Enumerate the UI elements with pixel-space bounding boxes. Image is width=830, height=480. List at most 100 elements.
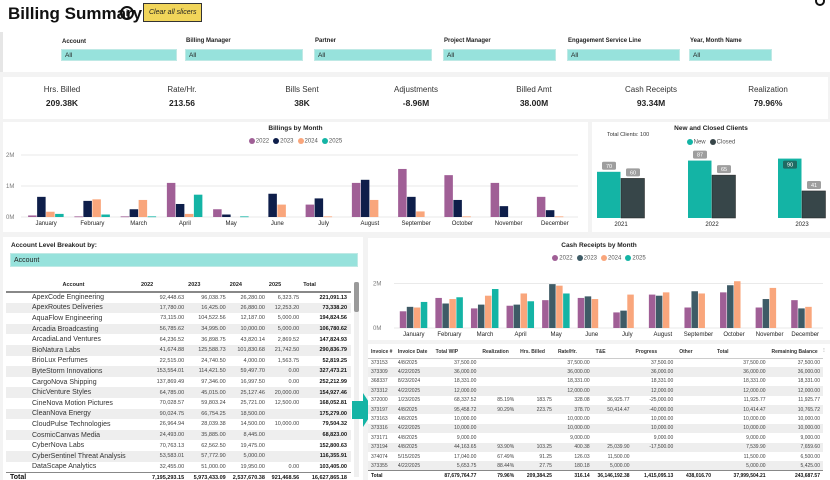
bar-2024-april[interactable]: [520, 293, 528, 328]
bar-2022-march[interactable]: [120, 216, 130, 218]
table-row[interactable]: 368337 8/23/2024 18,331.00 18,331.00 18,331.…: [368, 377, 823, 386]
bar-2024-march[interactable]: [138, 199, 148, 217]
column-header[interactable]: T&E: [592, 346, 633, 359]
bar-new-2022[interactable]: [688, 160, 712, 218]
bar-2025-may[interactable]: [240, 216, 249, 218]
bar-2022-november[interactable]: [755, 307, 763, 328]
table-row[interactable]: 373309 4/22/2025 36,000.00 36,000.00 36,000.…: [368, 367, 823, 377]
legend-item[interactable]: 2024: [601, 255, 621, 262]
table-row[interactable]: Arcadia Broadcasting 56,785.62 34,995.00 10…: [6, 323, 351, 335]
bar-2024-september[interactable]: [416, 211, 425, 217]
bar-2023-november[interactable]: [499, 206, 509, 217]
table-row[interactable]: 374074 5/15/2025 17,040.00 67.49% 91.25 126.0…: [368, 452, 823, 461]
column-header[interactable]: Rate/Hr.: [554, 346, 593, 359]
legend-item[interactable]: 2025: [321, 138, 342, 145]
bar-2024-may[interactable]: [556, 285, 563, 328]
bar-2024-october[interactable]: [734, 281, 741, 328]
table-row[interactable]: CloudPulse Technologies 26,964.94 28,039.3…: [6, 419, 351, 430]
table-row[interactable]: BrioLux Perfumes 22,515.00 24,740.50 4,000.…: [6, 356, 351, 367]
bar-2024-december[interactable]: [554, 216, 564, 218]
bar-2024-august[interactable]: [369, 199, 379, 217]
bar-2025-april[interactable]: [193, 194, 203, 217]
bar-2022-october[interactable]: [720, 292, 727, 328]
column-header[interactable]: Total: [303, 279, 351, 293]
bar-2022-june[interactable]: [577, 297, 585, 328]
bar-new-2021[interactable]: [597, 171, 621, 218]
bar-2022-january[interactable]: [399, 311, 407, 328]
bar-2024-september[interactable]: [698, 293, 705, 328]
clear-slicers-button[interactable]: Clear all slicers: [143, 3, 203, 22]
bar-2024-june[interactable]: [277, 204, 286, 217]
bar-2025-january[interactable]: [420, 301, 428, 328]
table-row[interactable]: CyberSentinel Threat Analysis 53,583.01 57…: [6, 450, 351, 462]
bar-2024-august[interactable]: [662, 292, 670, 328]
bar-2022-may[interactable]: [213, 209, 222, 217]
bar-2022-july[interactable]: [613, 312, 620, 328]
table-row[interactable]: ByteStorm Innovations 153,554.01 114,421.5…: [6, 366, 351, 377]
table-row[interactable]: ChicVenture Styles 64,785.00 45,015.00 25,1…: [6, 387, 351, 398]
table-row[interactable]: CineNova Motion Pictures 70,028.57 59,803.…: [6, 398, 351, 409]
column-header[interactable]: Invoice Date: [394, 346, 433, 359]
legend-item[interactable]: 2022: [248, 138, 269, 145]
bar-2024-july[interactable]: [627, 294, 634, 328]
table-row[interactable]: 373316 4/22/2025 10,000.00 10,000.00 10,000.…: [368, 423, 823, 434]
column-header[interactable]: 2023: [188, 279, 230, 293]
bar-2025-february[interactable]: [101, 214, 110, 217]
table-row[interactable]: CleanNova Energy 90,024.75 66,754.25 18,500…: [6, 408, 351, 420]
bar-2022-august[interactable]: [351, 182, 361, 217]
legend-item[interactable]: Closed: [709, 139, 735, 146]
table-row[interactable]: DataScape Analytics 32,455.00 51,000.00 19,…: [6, 462, 351, 473]
table-row[interactable]: ApexRoutes Deliveries 17,780.00 16,425.00 2…: [6, 302, 351, 314]
slicer-billing-manager[interactable]: All: [185, 49, 303, 61]
bar-2023-may[interactable]: [549, 284, 556, 328]
slicer-partner[interactable]: All: [314, 49, 432, 61]
slicer-service-line[interactable]: All: [567, 49, 680, 61]
bar-2023-july[interactable]: [314, 198, 324, 217]
legend-item[interactable]: New: [686, 139, 706, 146]
table-row[interactable]: 373153 4/8/2025 37,500.00 37,500.00 37,500.0…: [368, 358, 823, 367]
bar-2023-june[interactable]: [584, 296, 592, 328]
table-row[interactable]: ArcadiaLand Ventures 64,236.52 36,898.75 43…: [6, 334, 351, 345]
bar-2023-april[interactable]: [513, 304, 521, 328]
column-header[interactable]: Total: [714, 346, 769, 359]
table-row[interactable]: 372000 1/23/2025 68,337.52 85.19% 183.75 328.…: [368, 396, 823, 405]
bar-2024-february[interactable]: [449, 299, 456, 328]
table-row[interactable]: 373197 4/8/2025 95,458.72 90.29% 223.75 378.7…: [368, 404, 823, 415]
slicer-year-month[interactable]: All: [689, 49, 772, 61]
bar-2022-may[interactable]: [542, 300, 549, 328]
bar-2023-january[interactable]: [406, 306, 414, 328]
bar-2022-october[interactable]: [444, 175, 453, 217]
bar-2023-october[interactable]: [727, 285, 734, 328]
slicer-project-manager[interactable]: All: [443, 49, 556, 61]
slicer-account[interactable]: All: [61, 49, 177, 61]
bar-2024-january[interactable]: [413, 307, 421, 328]
bar-2023-february[interactable]: [442, 303, 449, 329]
column-header[interactable]: Remaining Balance: [768, 346, 823, 359]
column-header[interactable]: Other: [676, 346, 714, 359]
table-row[interactable]: ApexCode Engineering 92,448.63 96,038.75 26…: [6, 292, 351, 303]
bar-2023-april[interactable]: [175, 203, 185, 217]
table-row[interactable]: 373171 4/8/2025 9,000.00 9,000.00 9,000.00 9,…: [368, 433, 823, 442]
bar-closed-2022[interactable]: [711, 174, 736, 219]
bar-closed-2023[interactable]: [801, 190, 826, 219]
bar-2023-august[interactable]: [360, 179, 370, 217]
bar-2023-september[interactable]: [407, 196, 416, 217]
breakout-selector[interactable]: Account: [10, 253, 358, 267]
bar-2025-april[interactable]: [527, 301, 535, 328]
bar-2022-march[interactable]: [470, 308, 478, 328]
legend-item[interactable]: 2023: [576, 255, 597, 262]
bar-2023-may[interactable]: [222, 214, 231, 217]
table-row[interactable]: 373163 4/8/2025 10,000.00 10,000.00 10,000.0…: [368, 414, 823, 423]
bar-2023-october[interactable]: [453, 199, 462, 217]
bar-2022-august[interactable]: [648, 294, 656, 328]
bar-2023-june[interactable]: [268, 193, 277, 217]
table-row[interactable]: BioNatura Labs 41,674.88 125,588.73 101,830…: [6, 344, 351, 356]
bar-2025-february[interactable]: [456, 297, 463, 328]
bar-2022-december[interactable]: [536, 196, 546, 217]
bar-new-2023[interactable]: [778, 158, 802, 218]
bar-2022-february[interactable]: [74, 216, 83, 218]
more-options-icon[interactable]: ⁝: [823, 348, 825, 354]
column-header[interactable]: Progress: [632, 346, 677, 359]
bar-2024-june[interactable]: [591, 299, 599, 328]
table-row[interactable]: CargoNova Shipping 137,869.49 97,346.00 16,…: [6, 377, 351, 388]
